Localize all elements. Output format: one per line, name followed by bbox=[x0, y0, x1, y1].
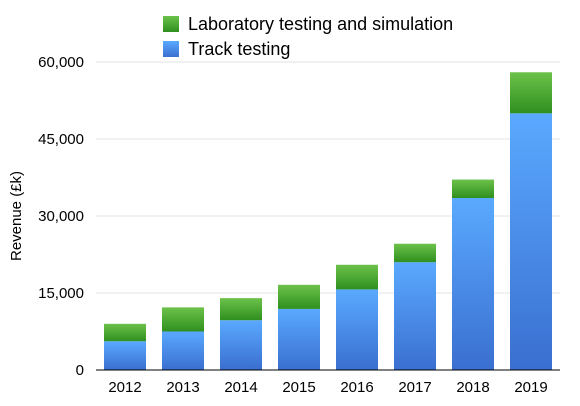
x-tick-label: 2016 bbox=[340, 379, 373, 396]
bar-track-testing-2015 bbox=[278, 308, 320, 370]
bar-track-testing-2016 bbox=[336, 289, 378, 370]
bar-track-testing-2017 bbox=[394, 262, 436, 370]
x-tick-label: 2015 bbox=[282, 379, 315, 396]
bar-laboratory-testing-2012 bbox=[104, 323, 146, 342]
y-tick-label: 15,000 bbox=[38, 285, 84, 302]
x-tick-label: 2014 bbox=[224, 379, 257, 396]
x-tick-label: 2019 bbox=[514, 379, 547, 396]
y-tick-label: 60,000 bbox=[38, 54, 84, 71]
y-tick-label: 30,000 bbox=[38, 208, 84, 225]
bar-track-testing-2012 bbox=[104, 341, 146, 370]
y-axis-label: Revenue (£k) bbox=[8, 171, 25, 261]
bar-laboratory-testing-2019 bbox=[510, 72, 552, 114]
bar-laboratory-testing-2015 bbox=[278, 284, 320, 309]
bar-track-testing-2018 bbox=[452, 198, 494, 370]
bar-track-testing-2019 bbox=[510, 113, 552, 370]
bar-track-testing-2014 bbox=[220, 320, 262, 370]
x-tick-label: 2012 bbox=[108, 379, 141, 396]
y-tick-label: 45,000 bbox=[38, 131, 84, 148]
x-tick-label: 2018 bbox=[456, 379, 489, 396]
bar-laboratory-testing-2017 bbox=[394, 243, 436, 263]
legend-swatch bbox=[163, 16, 179, 32]
x-tick-label: 2013 bbox=[166, 379, 199, 396]
legend: Laboratory testing and simulation Track t… bbox=[163, 14, 453, 59]
bars bbox=[104, 72, 552, 370]
x-tick-label: 2017 bbox=[398, 379, 431, 396]
bar-laboratory-testing-2018 bbox=[452, 179, 494, 199]
legend-label: Laboratory testing and simulation bbox=[188, 14, 453, 34]
bar-laboratory-testing-2016 bbox=[336, 264, 378, 290]
legend-swatch bbox=[163, 41, 179, 57]
bar-track-testing-2013 bbox=[162, 331, 204, 370]
legend-label: Track testing bbox=[188, 39, 290, 59]
y-tick-label: 0 bbox=[76, 362, 84, 379]
bar-laboratory-testing-2013 bbox=[162, 307, 204, 332]
axes: 0 15,000 30,000 45,000 60,000 2012 2013 2014 201… bbox=[8, 54, 560, 396]
bar-laboratory-testing-2014 bbox=[220, 298, 262, 321]
